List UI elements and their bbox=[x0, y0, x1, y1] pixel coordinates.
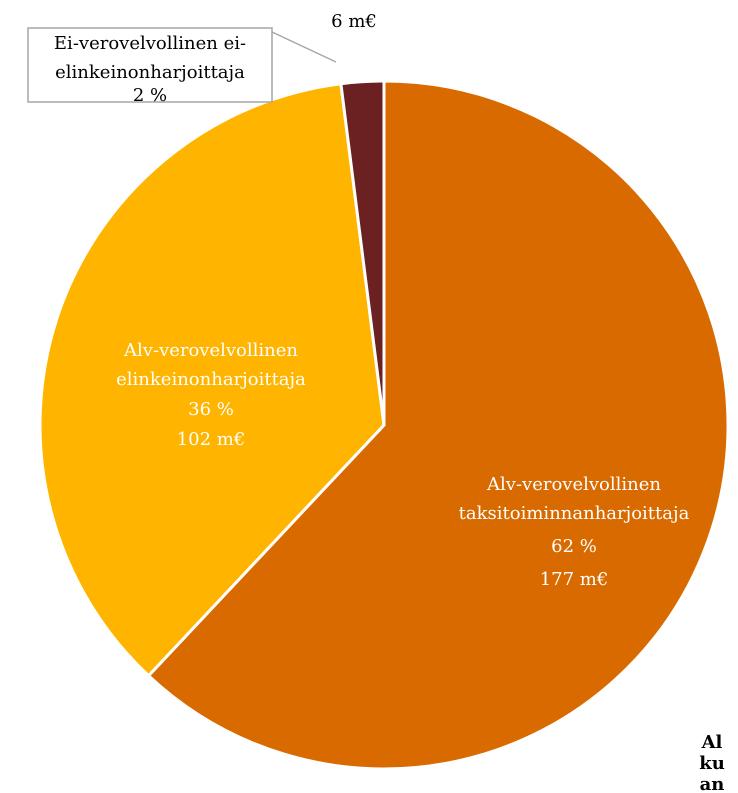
annotation: Al bbox=[701, 732, 723, 753]
annotation: an bbox=[700, 774, 725, 793]
callout-box bbox=[27, 27, 273, 103]
slice-percent: 2 % bbox=[133, 85, 167, 106]
pie-slice bbox=[146, 79, 730, 771]
pie-slice bbox=[339, 79, 386, 426]
slice-percent: 36 % bbox=[188, 399, 234, 420]
leader-line bbox=[271, 31, 337, 63]
annotation: ku bbox=[699, 753, 725, 774]
slice-percent: 62 % bbox=[551, 536, 597, 557]
pie bbox=[38, 79, 730, 771]
slice-amount: 177 m€ bbox=[540, 569, 609, 590]
labels: Alv-verovelvollinen taksitoiminnanharjoit… bbox=[27, 11, 725, 793]
slice-amount: 102 m€ bbox=[177, 429, 246, 450]
pie-slice bbox=[38, 82, 386, 678]
slice-label: Ei-verovelvollinen ei-elinkeinonharjoitt… bbox=[54, 33, 246, 83]
slice-label: Alv-verovelvollinen taksitoiminnanharjoit… bbox=[459, 474, 690, 524]
slice-label: Alv-verovelvollinen elinkeinonharjoittaja bbox=[116, 340, 306, 390]
slice-amount: 6 m€ bbox=[331, 11, 377, 32]
